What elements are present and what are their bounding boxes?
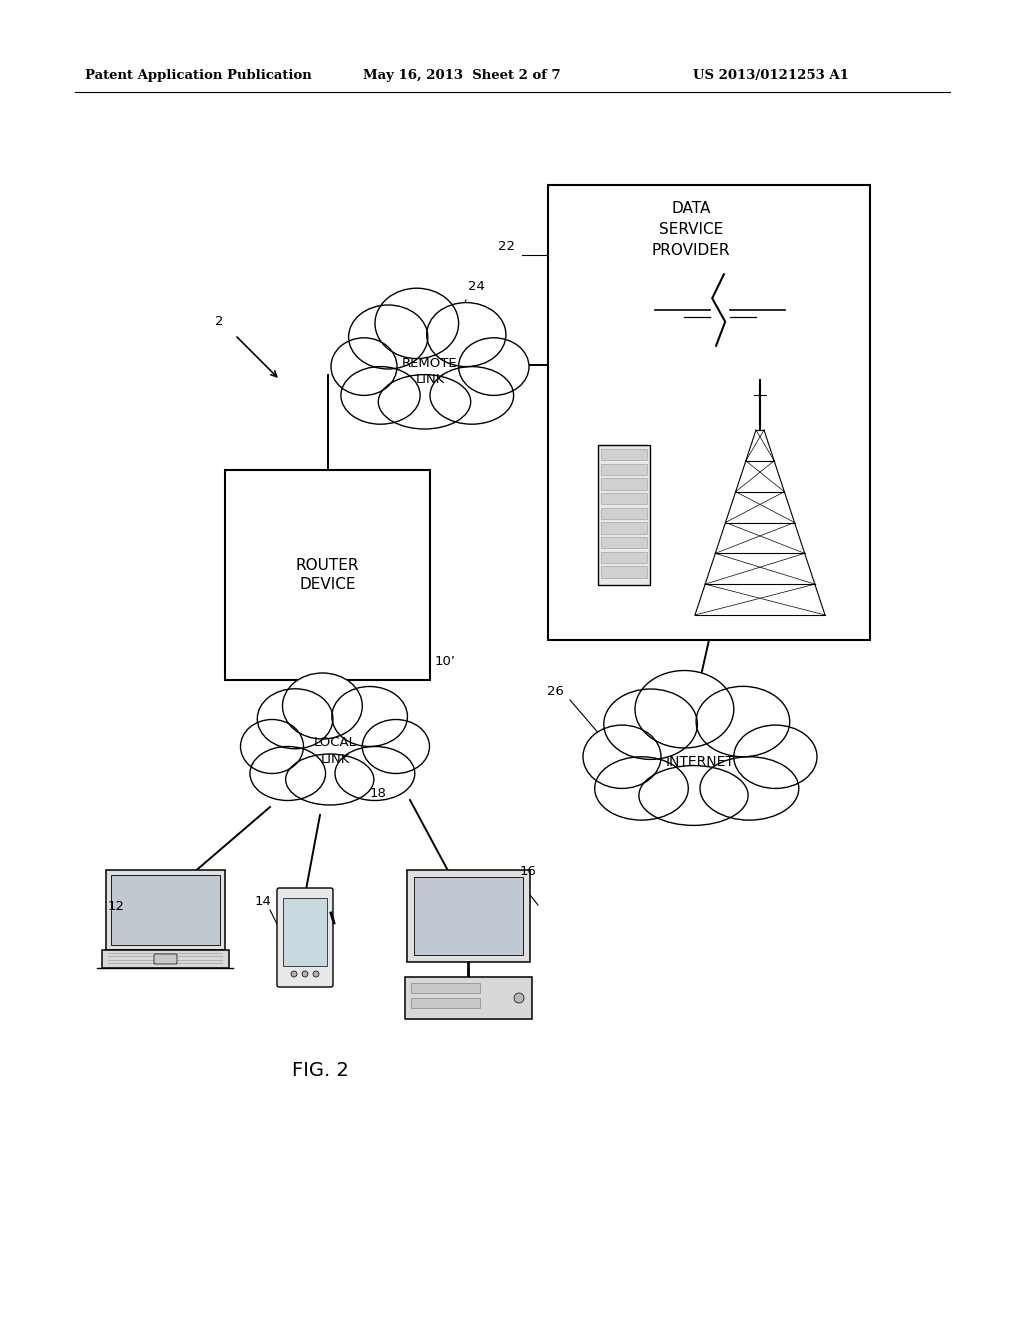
FancyBboxPatch shape: [601, 449, 647, 461]
Ellipse shape: [430, 367, 514, 424]
Text: Patent Application Publication: Patent Application Publication: [85, 69, 311, 82]
Text: 2: 2: [215, 315, 223, 327]
FancyBboxPatch shape: [411, 998, 480, 1008]
FancyBboxPatch shape: [601, 478, 647, 490]
FancyBboxPatch shape: [154, 954, 177, 964]
FancyBboxPatch shape: [225, 470, 430, 680]
Text: 22: 22: [498, 240, 515, 253]
Text: May 16, 2013  Sheet 2 of 7: May 16, 2013 Sheet 2 of 7: [362, 69, 560, 82]
Ellipse shape: [459, 338, 529, 396]
FancyBboxPatch shape: [601, 566, 647, 578]
FancyBboxPatch shape: [102, 950, 229, 968]
Text: 12: 12: [108, 900, 125, 913]
FancyBboxPatch shape: [106, 870, 225, 950]
Ellipse shape: [331, 338, 397, 396]
Text: 14: 14: [255, 895, 272, 908]
Ellipse shape: [362, 719, 429, 774]
FancyBboxPatch shape: [601, 463, 647, 475]
Ellipse shape: [348, 305, 428, 370]
FancyBboxPatch shape: [278, 888, 333, 987]
FancyBboxPatch shape: [411, 983, 480, 993]
Text: 24: 24: [468, 280, 485, 293]
FancyBboxPatch shape: [601, 492, 647, 504]
Text: ROUTER
DEVICE: ROUTER DEVICE: [296, 557, 359, 593]
Text: LOCAL
LINK: LOCAL LINK: [313, 737, 356, 766]
Ellipse shape: [734, 725, 817, 788]
Ellipse shape: [583, 725, 662, 788]
Ellipse shape: [378, 375, 471, 429]
Circle shape: [313, 972, 319, 977]
Circle shape: [302, 972, 308, 977]
FancyBboxPatch shape: [598, 445, 650, 585]
FancyBboxPatch shape: [601, 523, 647, 533]
FancyBboxPatch shape: [111, 875, 220, 945]
Text: 10’: 10’: [435, 655, 456, 668]
Circle shape: [514, 993, 524, 1003]
FancyBboxPatch shape: [414, 876, 523, 954]
Ellipse shape: [427, 302, 506, 367]
FancyBboxPatch shape: [406, 977, 532, 1019]
Ellipse shape: [341, 367, 420, 424]
Ellipse shape: [635, 671, 734, 748]
Ellipse shape: [283, 673, 362, 739]
Ellipse shape: [639, 766, 749, 825]
Ellipse shape: [241, 719, 303, 774]
Ellipse shape: [375, 288, 459, 359]
Text: 26: 26: [547, 685, 564, 698]
Ellipse shape: [332, 686, 408, 747]
FancyBboxPatch shape: [548, 185, 870, 640]
Text: 18: 18: [370, 787, 387, 800]
Ellipse shape: [696, 686, 790, 756]
Text: FIG. 2: FIG. 2: [292, 1060, 348, 1080]
Text: INTERNET: INTERNET: [666, 755, 734, 770]
Circle shape: [291, 972, 297, 977]
FancyBboxPatch shape: [601, 508, 647, 519]
Ellipse shape: [595, 756, 688, 820]
FancyBboxPatch shape: [283, 898, 327, 966]
Text: REMOTE
LINK: REMOTE LINK: [402, 356, 458, 387]
FancyBboxPatch shape: [601, 537, 647, 548]
Ellipse shape: [604, 689, 697, 759]
Text: DATA
SERVICE
PROVIDER: DATA SERVICE PROVIDER: [651, 201, 730, 257]
Ellipse shape: [335, 747, 415, 800]
Ellipse shape: [700, 756, 799, 820]
Text: US 2013/0121253 A1: US 2013/0121253 A1: [693, 69, 849, 82]
FancyBboxPatch shape: [601, 552, 647, 564]
Ellipse shape: [257, 689, 333, 748]
Ellipse shape: [250, 747, 326, 800]
Ellipse shape: [286, 754, 374, 805]
Text: 16: 16: [520, 865, 537, 878]
FancyBboxPatch shape: [407, 870, 530, 962]
